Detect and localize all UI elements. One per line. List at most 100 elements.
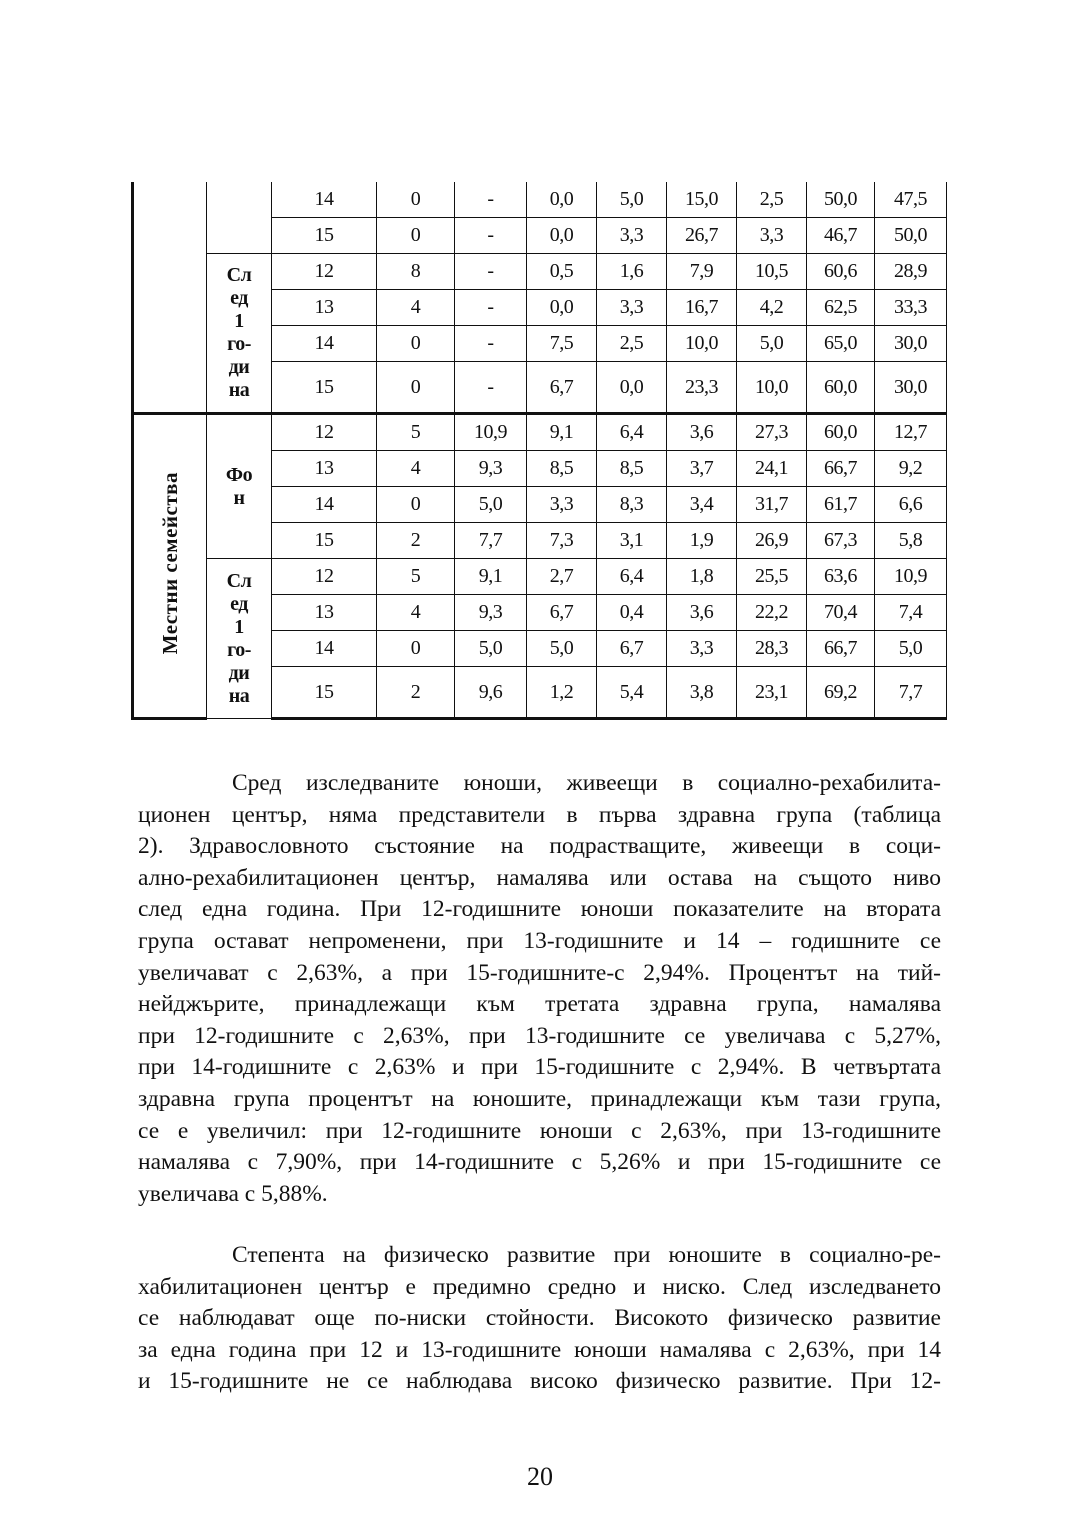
table-cell: 15,0 <box>666 182 737 218</box>
table-cell: 12 <box>271 558 377 595</box>
table-cell: 0 <box>376 361 455 414</box>
table-cell: 0,0 <box>526 217 597 254</box>
table-cell: 12 <box>271 253 377 290</box>
table-cell: 28,3 <box>736 630 807 667</box>
table-cell: 2,5 <box>596 325 667 362</box>
table-cell: 3,6 <box>666 412 737 451</box>
table-cell: 27,3 <box>736 412 807 451</box>
group-label-line: ди <box>228 661 250 684</box>
paragraph-line: се наблюдават още по-ниски стойности. Ви… <box>138 1305 941 1332</box>
table-cell: 5,0 <box>596 182 667 218</box>
table-cell: 10,0 <box>736 361 807 414</box>
table-row: 14 0 5,0 3,3 8,3 3,4 31,7 61,7 6,6 <box>133 486 947 523</box>
table-cell: 5 <box>376 412 455 451</box>
group-label-cell: Фо н <box>206 412 272 559</box>
table-cell: 5 <box>376 558 455 595</box>
table-row: 13 4 9,3 6,7 0,4 3,6 22,2 70,4 7,4 <box>133 594 947 631</box>
paragraph-line: увеличава с 5,88%. <box>138 1180 328 1207</box>
table-cell: 3,3 <box>596 289 667 326</box>
table-cell: 0,0 <box>526 289 597 326</box>
table-cell: 47,5 <box>874 182 947 218</box>
table-row: 15 2 7,7 7,3 3,1 1,9 26,9 67,3 5,8 <box>133 522 947 559</box>
table-cell: 8,3 <box>596 486 667 523</box>
table-cell: 7,7 <box>874 666 947 720</box>
health-data-table: 14 0-0,0 5,0 15,0 2,5 50,0 47,5 15 0-0,0 3,3 26,7 3… <box>131 182 947 720</box>
paragraph-line: хабилитационен център е предимно средно … <box>138 1273 941 1300</box>
table-row: 15 0-6,7 0,0 23,3 10,0 60,0 30,0 <box>133 361 947 414</box>
table-row: 14 0-0,0 5,0 15,0 2,5 50,0 47,5 <box>131 182 947 415</box>
table-cell: 0,4 <box>596 594 667 631</box>
table-cell: 7,4 <box>874 594 947 631</box>
table-cell: 9,3 <box>454 594 527 631</box>
table-cell: 1,8 <box>666 558 737 595</box>
paragraph-line: здравна група процентът на юношите, прин… <box>138 1085 941 1112</box>
table-row: Сл ед 1 го-ди на 12 8-0,5 1,6 7,9 10,5 60,6 28,9 <box>133 253 947 414</box>
table-cell: 15 <box>271 361 377 414</box>
table-cell: 9,3 <box>454 450 527 487</box>
table-cell: 28,9 <box>874 253 947 290</box>
table-cell: 61,7 <box>806 486 875 523</box>
table-cell: - <box>454 253 527 290</box>
table-cell: 3,3 <box>736 217 807 254</box>
group-label-line: го- <box>227 333 251 355</box>
paragraph-line: Сред изследваните юноши, живеещи в социа… <box>232 770 941 796</box>
page-number: 20 <box>527 1462 553 1491</box>
table-row: Сл ед 1 го-ди на 12 5 9,1 2,7 6,4 1,8 25,5 63,6 10,9 <box>133 558 947 719</box>
table-cell: 1,2 <box>526 666 597 720</box>
table-cell: 5,0 <box>454 486 527 523</box>
table-cell: 25,5 <box>736 558 807 595</box>
group-label-line: го- <box>227 638 251 661</box>
table-cell: 4 <box>376 450 455 487</box>
table-cell: 23,1 <box>736 666 807 720</box>
table-cell: 4 <box>376 594 455 631</box>
table-cell: 15 <box>271 666 377 720</box>
table-cell: 0 <box>376 486 455 523</box>
table-cell: 4 <box>376 289 455 326</box>
section-label-cell: Местни семейства <box>131 412 207 720</box>
table-cell: 2,7 <box>526 558 597 595</box>
table-cell: 50,0 <box>806 182 875 218</box>
table-cell: 3,8 <box>666 666 737 720</box>
table-cell: 66,7 <box>806 630 875 667</box>
table-cell: 60,0 <box>806 361 875 414</box>
table-row: 15 2 9,6 1,2 5,4 3,8 23,1 69,2 7,7 <box>133 666 947 720</box>
table-cell: 5,0 <box>736 325 807 362</box>
group-label-cell: Сл ед 1 го-ди на <box>206 253 272 414</box>
table-cell: 3,7 <box>666 450 737 487</box>
table-cell: 6,7 <box>526 594 597 631</box>
table-cell: 6,6 <box>874 486 947 523</box>
table-cell: 6,4 <box>596 412 667 451</box>
table-cell: 7,9 <box>666 253 737 290</box>
table-cell: 46,7 <box>806 217 875 254</box>
table-cell: 5,0 <box>874 630 947 667</box>
table-cell: 66,7 <box>806 450 875 487</box>
table-cell: 7,5 <box>526 325 597 362</box>
table-cell: 4,2 <box>736 289 807 326</box>
table-cell: 31,7 <box>736 486 807 523</box>
table-cell: 3,3 <box>666 630 737 667</box>
paragraph-line: и 15-годишните не се наблюдава високо фи… <box>138 1368 941 1395</box>
table-cell: 33,3 <box>874 289 947 326</box>
table-cell: - <box>454 361 527 414</box>
table-row: 13 4-0,0 3,3 16,7 4,2 62,5 33,3 <box>133 289 947 326</box>
table-cell: - <box>454 289 527 326</box>
table-cell: 3,3 <box>526 486 597 523</box>
table-cell: 7,3 <box>526 522 597 559</box>
table-cell: 3,4 <box>666 486 737 523</box>
table-cell: 8,5 <box>526 450 597 487</box>
group-label-line: н <box>233 486 245 509</box>
table-cell: - <box>454 325 527 362</box>
table-cell: 0,0 <box>596 361 667 414</box>
table-cell: 60,0 <box>806 412 875 451</box>
paragraph-line: група остават непроменени, при 13-годишн… <box>138 927 941 954</box>
paragraph-line: се е увеличил: при 12-годишните юноши с … <box>138 1117 941 1144</box>
table-cell: 14 <box>271 630 377 667</box>
paragraph-line: при 14-годишните с 2,63% и при 15-годишн… <box>138 1054 941 1081</box>
table-cell: 24,1 <box>736 450 807 487</box>
table-cell: 0 <box>376 325 455 362</box>
table-cell: 22,2 <box>736 594 807 631</box>
table-cell: 0 <box>376 217 455 254</box>
table-cell: 8 <box>376 253 455 290</box>
group-label-line: на <box>228 684 250 707</box>
group-label-line: ед <box>230 287 248 309</box>
